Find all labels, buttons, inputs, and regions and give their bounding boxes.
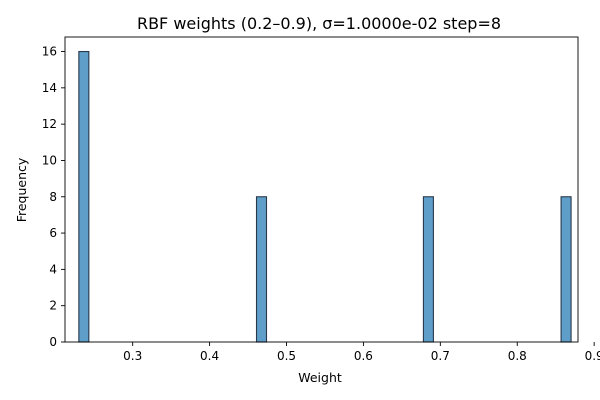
- y-axis: 0 2 4 6 8 10 12 14 16: [42, 45, 65, 349]
- plot-frame: [64, 36, 579, 343]
- x-tick-label-5: 0.8: [508, 349, 527, 363]
- y-tick-label-2: 4: [49, 262, 57, 276]
- x-axis: 0.3 0.4 0.5 0.6 0.7 0.8 0.9: [123, 342, 600, 363]
- y-tick-label-8: 16: [42, 45, 57, 59]
- histogram-bar-0: [78, 50, 90, 343]
- histogram-bar-2: [422, 196, 434, 343]
- bars-group: [78, 50, 572, 343]
- y-tick-label-4: 8: [49, 190, 57, 204]
- y-tick-label-0: 0: [49, 335, 57, 349]
- x-tick-label-1: 0.4: [200, 349, 219, 363]
- y-tick-label-7: 14: [42, 81, 57, 95]
- x-tick-label-0: 0.3: [123, 349, 142, 363]
- x-tick-label-4: 0.7: [431, 349, 450, 363]
- x-tick-label-3: 0.6: [354, 349, 373, 363]
- histogram-bar-3: [560, 196, 572, 343]
- x-axis-label: Weight: [298, 370, 342, 385]
- histogram-bar-1: [255, 196, 268, 343]
- y-tick-label-5: 10: [42, 153, 57, 167]
- chart-title: RBF weights (0.2–0.9), σ=1.0000e-02 step…: [137, 14, 501, 33]
- y-tick-label-6: 12: [42, 117, 57, 131]
- x-tick-label-6: 0.9: [585, 349, 600, 363]
- x-tick-label-2: 0.5: [277, 349, 296, 363]
- y-axis-label: Frequency: [14, 157, 29, 222]
- y-tick-label-3: 6: [49, 226, 57, 240]
- y-tick-label-1: 2: [49, 299, 57, 313]
